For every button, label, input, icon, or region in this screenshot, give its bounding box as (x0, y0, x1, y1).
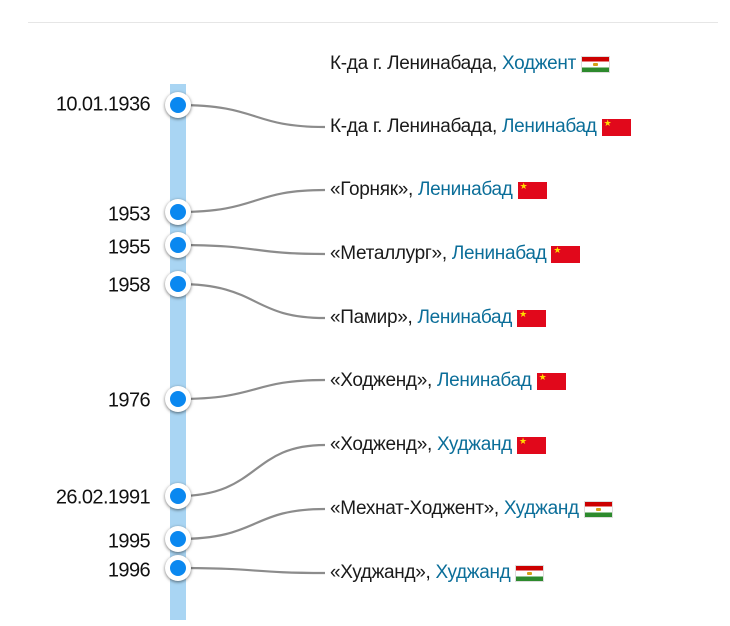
ussr-flag-icon (536, 371, 566, 390)
connector-1996 (177, 566, 326, 575)
ussr-flag-icon (517, 180, 547, 199)
date-label: 1996 (107, 559, 151, 582)
connector-1953 (177, 188, 326, 214)
connector-1955 (177, 243, 326, 256)
club-name: К-да г. Ленинабада, (330, 53, 497, 74)
tajikistan-flag-icon (515, 564, 545, 582)
timeline-entry: «Мехнат-Ходжент», Худжанд (330, 498, 613, 520)
club-name: «Ходженд», (330, 370, 432, 391)
timeline-entry: «Памир», Ленинабад (330, 307, 547, 329)
city-link[interactable]: Худжанд (503, 498, 579, 519)
tajikistan-flag-icon (583, 500, 613, 518)
timeline-entry: К-да г. Ленинабада, Ленинабад (330, 116, 631, 138)
city-link[interactable]: Ленинабад (451, 243, 547, 264)
club-name: «Горняк», (330, 179, 413, 200)
city-link[interactable]: Худжанд (435, 562, 511, 583)
city-link[interactable]: Ленинабад (436, 370, 532, 391)
city-link[interactable]: Ленинабад (501, 116, 597, 137)
club-name: «Мехнат-Ходжент», (330, 498, 499, 519)
club-name: К-да г. Ленинабада, (330, 116, 497, 137)
ussr-flag-icon (517, 308, 547, 327)
club-name: «Ходженд», (330, 434, 432, 455)
timeline-node[interactable] (165, 526, 191, 552)
timeline-node[interactable] (165, 483, 191, 509)
connector-1958 (177, 282, 326, 320)
timeline-entry: «Ходженд», Ленинабад (330, 370, 566, 392)
ussr-flag-icon (516, 435, 546, 454)
connector-1991 (177, 443, 326, 498)
date-label: 26.02.1991 (55, 486, 151, 509)
timeline-node[interactable] (165, 92, 191, 118)
timeline-entry: «Металлург», Ленинабад (330, 243, 581, 265)
connector-1976 (177, 378, 326, 401)
connector-1936 (177, 103, 326, 129)
connector-1995 (177, 507, 326, 541)
timeline-node[interactable] (165, 386, 191, 412)
timeline-node[interactable] (165, 199, 191, 225)
timeline-node[interactable] (165, 555, 191, 581)
ussr-flag-icon (551, 244, 581, 263)
top-divider (28, 22, 718, 23)
timeline-node[interactable] (165, 271, 191, 297)
date-label: 10.01.1936 (55, 93, 151, 116)
city-link[interactable]: Ленинабад (417, 307, 513, 328)
date-label: 1976 (107, 389, 151, 412)
date-label: 1995 (107, 530, 151, 553)
date-label: 1958 (107, 274, 151, 297)
city-link[interactable]: Ходжент (501, 53, 577, 74)
date-label: 1955 (107, 236, 151, 259)
club-name: «Памир», (330, 307, 413, 328)
timeline-entry: «Горняк», Ленинабад (330, 179, 547, 201)
city-link[interactable]: Ленинабад (417, 179, 513, 200)
timeline-entry: К-да г. Ленинабада, Ходжент (330, 53, 611, 75)
timeline-entry: «Худжанд», Худжанд (330, 562, 545, 584)
club-name: «Худжанд», (330, 562, 431, 583)
tajikistan-flag-icon (581, 55, 611, 73)
timeline-node[interactable] (165, 232, 191, 258)
ussr-flag-icon (601, 117, 631, 136)
date-label: 1953 (107, 203, 151, 226)
club-name: «Металлург», (330, 243, 447, 264)
timeline-entry: «Ходженд», Худжанд (330, 434, 546, 456)
city-link[interactable]: Худжанд (436, 434, 512, 455)
